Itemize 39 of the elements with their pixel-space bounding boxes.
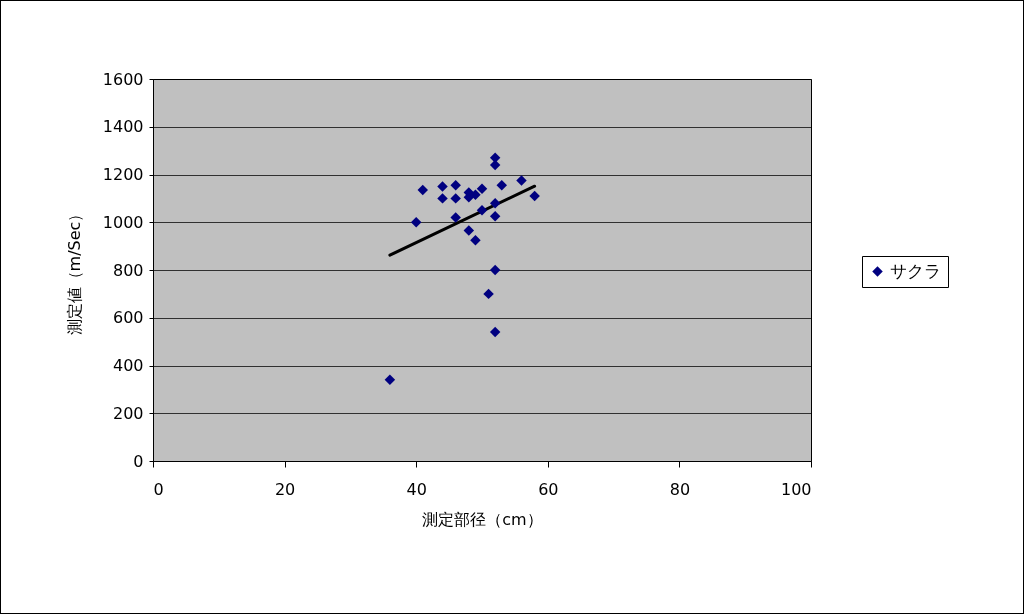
y-tick-label: 600 [112, 308, 144, 328]
x-axis-title: 測定部径（cm） [422, 509, 543, 529]
legend-label: サクラ [890, 260, 941, 281]
point [489, 211, 501, 222]
y-tick-label: 1000 [102, 212, 144, 232]
point [470, 189, 481, 201]
y-tick-label: 0 [133, 451, 144, 471]
y-tick-label: 800 [112, 260, 144, 280]
y-axis-title: 測定値（m/Sec） [64, 205, 84, 336]
point [489, 197, 501, 209]
point [437, 181, 448, 192]
x-tick-label: 80 [669, 479, 691, 499]
point [470, 234, 481, 246]
point [476, 205, 488, 216]
point [483, 288, 494, 300]
point [384, 374, 396, 386]
point [450, 193, 461, 204]
point [489, 264, 501, 276]
x-tick-label: 40 [406, 479, 427, 499]
point [437, 193, 448, 204]
point [476, 183, 488, 195]
point [417, 184, 429, 196]
y-tick-label: 200 [112, 403, 144, 423]
point [450, 212, 461, 223]
point [516, 175, 527, 186]
x-tick-label: 20 [274, 479, 296, 499]
y-tick-label: 400 [112, 356, 144, 375]
point [496, 180, 507, 191]
y-tick-label: 1600 [102, 69, 144, 89]
y-tick-label: 1200 [102, 165, 144, 184]
point [450, 180, 461, 191]
x-tick-label: 0 [153, 479, 164, 499]
y-tick-label: 1400 [102, 117, 144, 137]
point [529, 190, 540, 202]
point [410, 217, 422, 228]
point [489, 326, 501, 338]
x-tick-label: 100 [780, 479, 812, 499]
x-tick-label: 60 [538, 479, 559, 499]
point [463, 225, 475, 236]
